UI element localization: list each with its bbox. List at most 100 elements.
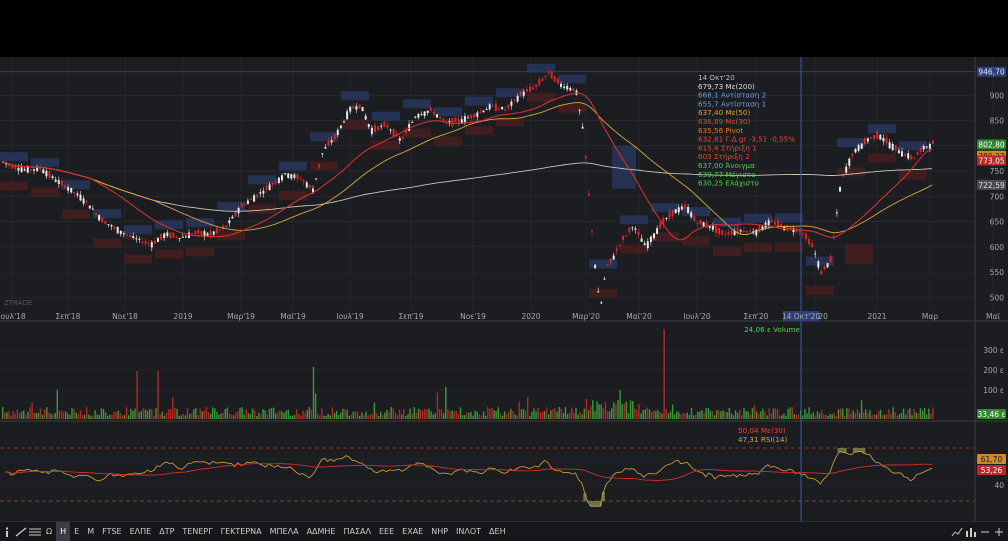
- chart-area[interactable]: 900850800750700650600550500Ιουλ'18Σεπ'18…: [0, 57, 1008, 521]
- candle-body: [547, 71, 550, 73]
- volume-bar: [587, 410, 590, 419]
- candle-body: [693, 215, 696, 222]
- volume-bar: [493, 410, 495, 419]
- chart-type-icon[interactable]: [950, 522, 964, 541]
- resistance-box: [341, 91, 369, 101]
- volume-bar: [155, 408, 157, 419]
- candle-body: [560, 83, 562, 87]
- volume-bar: [422, 410, 424, 419]
- volume-bar: [724, 411, 726, 419]
- resistance-box: [837, 138, 865, 148]
- legend-ma200: 679,73 Με(200): [698, 82, 755, 91]
- symbol-tenerg[interactable]: ΤΕΝΕΡΓ: [182, 527, 213, 536]
- candle-body: [826, 263, 829, 268]
- volume-bar: [583, 408, 586, 419]
- volume-bar: [831, 414, 833, 419]
- volume-bar: [550, 410, 552, 419]
- volume-bar: [510, 408, 512, 419]
- volume-bar: [130, 408, 132, 419]
- symbol-nhr[interactable]: ΝΗΡ: [431, 527, 449, 536]
- resistance-box: [0, 152, 28, 162]
- volume-bar: [707, 408, 709, 419]
- volume-bar: [251, 408, 254, 419]
- info-icon[interactable]: [0, 522, 14, 541]
- volume-bar: [172, 397, 174, 419]
- volume-bar: [661, 413, 663, 419]
- volume-bar: [182, 413, 184, 419]
- volume-bar: [403, 408, 405, 419]
- candle-body: [736, 228, 739, 235]
- symbol-inlot[interactable]: ΙΝΛΟΤ: [456, 527, 482, 536]
- volume-bar: [472, 415, 474, 419]
- volume-bar: [680, 414, 682, 419]
- period-week[interactable]: Ε: [74, 527, 80, 536]
- symbol-gekterna[interactable]: ΓΕΚΤΕΡΝΑ: [220, 527, 262, 536]
- volume-bar: [188, 414, 191, 419]
- volume-bar: [69, 414, 71, 419]
- candle-body: [343, 121, 345, 123]
- volume-bar: [300, 415, 302, 419]
- candle-body: [200, 230, 203, 235]
- candle-body: [203, 231, 206, 237]
- volume-bar: [342, 408, 344, 419]
- volume-bar: [151, 409, 153, 419]
- symbol-deh[interactable]: ΔΕΗ: [489, 527, 506, 536]
- volume-bar: [6, 412, 8, 419]
- price-chart[interactable]: 900850800750700650600550500Ιουλ'18Σεπ'18…: [0, 57, 1008, 521]
- draw-line-icon[interactable]: [14, 522, 28, 541]
- minimize-icon[interactable]: [978, 522, 992, 541]
- candle-body: [79, 194, 82, 201]
- volume-bar: [579, 412, 581, 419]
- time-tick-label: Ιουλ'20: [683, 312, 710, 321]
- candle-body: [891, 144, 894, 151]
- resistance-box: [372, 111, 400, 121]
- period-month[interactable]: Μ: [87, 527, 95, 536]
- volume-bar: [688, 414, 691, 419]
- candle-body: [904, 153, 907, 156]
- symbol-etr[interactable]: ΔΤΡ: [159, 527, 175, 536]
- volume-bar: [921, 410, 924, 419]
- volume-bar: [485, 415, 487, 419]
- candle-body: [901, 151, 903, 157]
- volume-bar: [737, 412, 739, 419]
- candle-body: [777, 220, 779, 228]
- symbol-ftse[interactable]: FTSE: [102, 527, 122, 536]
- candle-body: [219, 229, 221, 231]
- svg-text:773,05: 773,05: [978, 156, 1004, 165]
- volume-bar: [535, 411, 537, 419]
- candle-body: [485, 108, 488, 110]
- volume-bar: [306, 409, 308, 419]
- candle-body: [392, 129, 395, 137]
- candle-body: [405, 129, 407, 134]
- period-hour[interactable]: Ω: [46, 527, 53, 536]
- symbol-admie[interactable]: ΑΔΜΗΕ: [306, 527, 336, 536]
- period-day[interactable]: Η: [56, 522, 71, 541]
- add-icon[interactable]: [992, 522, 1006, 541]
- volume-bar: [776, 408, 779, 419]
- symbol-elpe[interactable]: ΕΛΠΕ: [129, 527, 152, 536]
- volume-bar: [247, 413, 250, 419]
- resistance-box: [248, 175, 276, 185]
- volume-bar: [224, 408, 226, 419]
- candle-body: [339, 125, 342, 128]
- volume-bar: [367, 415, 369, 419]
- legend-date: 14 Οκτ'20: [698, 73, 735, 82]
- symbol-eee[interactable]: ΕΕΕ: [378, 527, 395, 536]
- candle-body: [591, 230, 593, 232]
- volume-bar: [753, 405, 756, 419]
- volume-bar: [178, 415, 180, 419]
- indicators-icon[interactable]: [28, 522, 42, 541]
- bars-icon[interactable]: [964, 522, 978, 541]
- support-box: [217, 231, 245, 241]
- candle-body: [656, 228, 659, 234]
- svg-text:946,70: 946,70: [978, 68, 1004, 77]
- volume-bar: [56, 389, 58, 419]
- volume-bar: [812, 412, 814, 419]
- volume-bar: [732, 415, 735, 419]
- candle-body: [879, 134, 882, 140]
- candle-body: [231, 216, 234, 219]
- symbol-exae[interactable]: ΕΧΑΕ: [402, 527, 424, 536]
- symbol-mpela[interactable]: ΜΠΕΛΑ: [269, 527, 299, 536]
- symbol-pasal[interactable]: ΠΑΣΑΛ: [343, 527, 371, 536]
- volume-bar: [314, 393, 317, 419]
